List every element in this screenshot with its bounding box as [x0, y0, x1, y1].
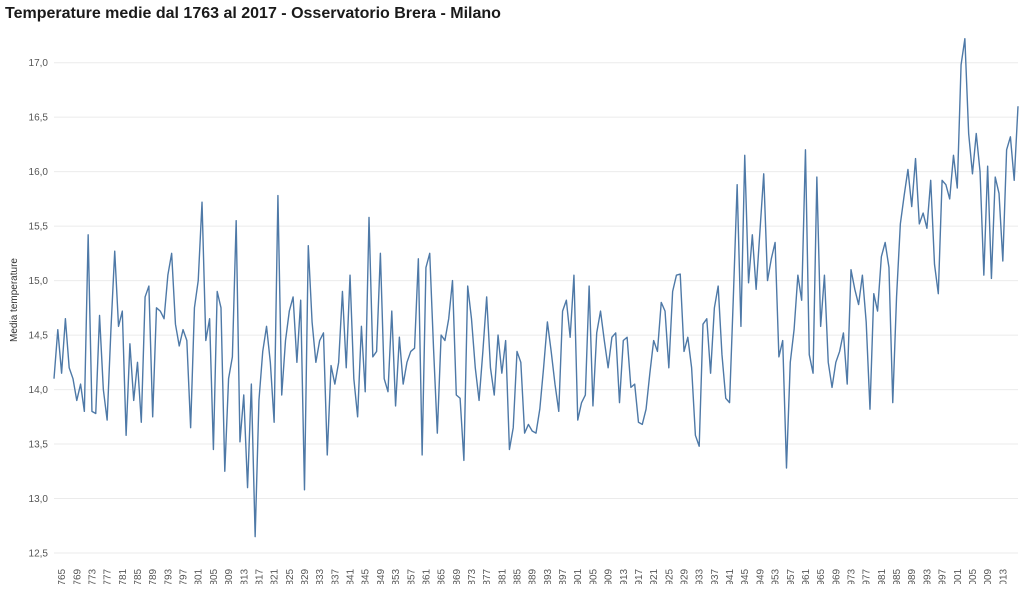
- x-tick-label: 1937: [710, 568, 721, 584]
- x-tick-label: 1913: [619, 568, 630, 584]
- x-tick-label: 2013: [998, 568, 1009, 584]
- y-tick-label: 12,5: [29, 549, 49, 560]
- x-tick-label: 1889: [528, 568, 539, 584]
- x-tick-label: 1881: [497, 568, 508, 584]
- gridlines: [54, 62, 1018, 554]
- x-tick-label: 1805: [209, 568, 220, 584]
- x-tick-label: 1921: [649, 568, 660, 584]
- x-tick-label: 1969: [831, 568, 842, 584]
- x-tick-label: 1977: [862, 568, 873, 584]
- x-tick-label: 1873: [467, 568, 478, 584]
- y-axis: 12,5 13,0 13,5 14,0 14,5 15,0 15,5 16,0 16,5 17,0: [29, 58, 49, 559]
- x-tick-label: 1769: [72, 568, 83, 584]
- x-tick-label: 1945: [740, 568, 751, 584]
- y-tick-label: 16,5: [29, 113, 49, 124]
- x-tick-label: 1813: [239, 568, 250, 584]
- x-tick-label: 1925: [664, 568, 675, 584]
- x-tick-label: 1773: [87, 568, 98, 584]
- y-tick-label: 13,5: [29, 440, 49, 451]
- x-tick-label: 1857: [406, 568, 417, 584]
- x-tick-label: 1961: [801, 568, 812, 584]
- x-tick-label: 2009: [983, 568, 994, 584]
- x-tick-label: 1965: [816, 568, 827, 584]
- x-tick-label: 1865: [437, 568, 448, 584]
- x-tick-label: 1917: [634, 568, 645, 584]
- x-tick-label: 1909: [604, 568, 615, 584]
- x-tick-label: 1985: [892, 568, 903, 584]
- x-tick-label: 1793: [163, 568, 174, 584]
- x-tick-label: 1825: [285, 568, 296, 584]
- x-tick-label: 1789: [148, 568, 159, 584]
- x-tick-label: 1849: [376, 568, 387, 584]
- x-tick-label: 1869: [452, 568, 463, 584]
- x-tick-label: 2005: [968, 568, 979, 584]
- x-tick-label: 1765: [57, 568, 68, 584]
- x-tick-label: 1905: [588, 568, 599, 584]
- x-tick-label: 1933: [695, 568, 706, 584]
- x-tick-label: 1989: [907, 568, 918, 584]
- x-tick-label: 1821: [270, 568, 281, 584]
- x-tick-label: 1929: [680, 568, 691, 584]
- y-tick-label: 15,0: [29, 276, 49, 287]
- x-tick-label: 1877: [482, 568, 493, 584]
- x-axis: 1765 1769 1773 1777 1781 1785 1789 1793 1797 1801…: [57, 568, 1009, 589]
- x-tick-label: 1997: [938, 568, 949, 584]
- y-tick-label: 13,0: [29, 494, 49, 505]
- x-tick-label: 1885: [513, 568, 524, 584]
- x-tick-label: 1853: [391, 568, 402, 584]
- x-tick-label: 2001: [953, 568, 964, 584]
- y-axis-label: Media temperature: [9, 258, 20, 342]
- x-tick-label: 1841: [346, 568, 357, 584]
- x-tick-label: 1893: [543, 568, 554, 584]
- x-tick-label: 1861: [421, 568, 432, 584]
- x-tick-label: 1829: [300, 568, 311, 584]
- x-tick-label: 1953: [771, 568, 782, 584]
- y-tick-label: 14,0: [29, 385, 49, 396]
- chart-title: Temperature medie dal 1763 al 2017 - Oss…: [5, 5, 501, 22]
- x-tick-label: 1797: [179, 568, 190, 584]
- x-tick-label: 1901: [573, 568, 584, 584]
- x-tick-label: 1981: [877, 568, 888, 584]
- y-tick-label: 14,5: [29, 331, 49, 342]
- y-tick-label: 15,5: [29, 222, 49, 233]
- x-tick-label: 1809: [224, 568, 235, 584]
- x-tick-label: 1957: [786, 568, 797, 584]
- x-tick-label: 1949: [755, 568, 766, 584]
- x-tick-label: 1781: [118, 568, 129, 584]
- x-tick-label: 1801: [194, 568, 205, 584]
- x-tick-label: 1845: [361, 568, 372, 584]
- x-tick-label: 1833: [315, 568, 326, 584]
- x-tick-label: 1777: [103, 568, 114, 584]
- x-tick-label: 1973: [847, 568, 858, 584]
- x-tick-label: 1837: [330, 568, 341, 584]
- x-tick-label: 1941: [725, 568, 736, 584]
- y-tick-label: 17,0: [29, 58, 49, 69]
- x-tick-label: 1993: [922, 568, 933, 584]
- x-tick-label: 1897: [558, 568, 569, 584]
- y-tick-label: 16,0: [29, 167, 49, 178]
- x-tick-label: 1817: [254, 568, 265, 584]
- x-tick-label: 1785: [133, 568, 144, 584]
- series-line: [53, 38, 1019, 538]
